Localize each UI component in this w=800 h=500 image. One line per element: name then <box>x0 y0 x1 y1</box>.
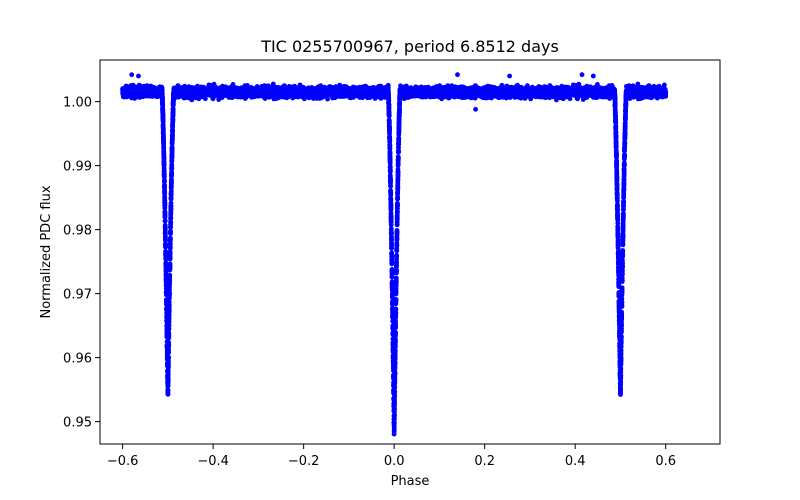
data-point <box>189 97 195 103</box>
data-point <box>203 96 208 102</box>
chart-title: TIC 0255700967, period 6.8512 days <box>260 37 559 56</box>
data-point <box>325 96 330 102</box>
data-points <box>120 72 669 437</box>
